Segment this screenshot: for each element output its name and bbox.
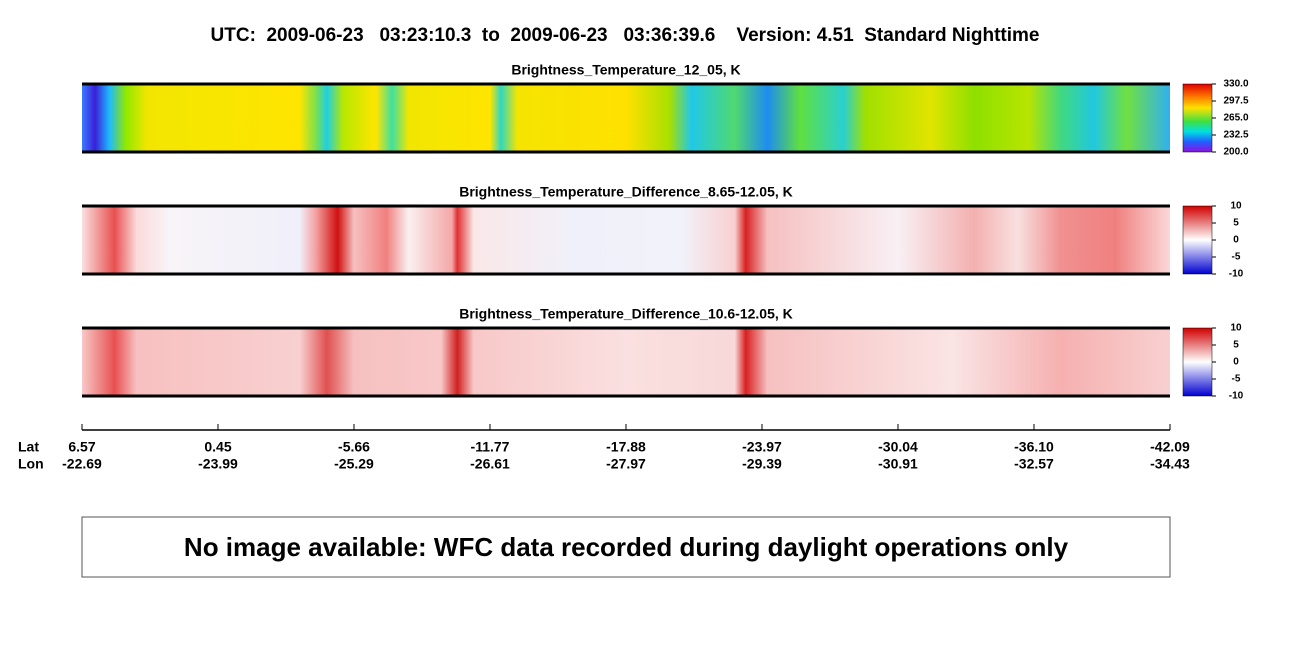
panel: Brightness_Temperature_Difference_8.65-1… <box>82 184 1244 280</box>
panel: Brightness_Temperature_Difference_10.6-1… <box>82 306 1244 402</box>
lat-tick-label: -36.10 <box>1014 439 1054 455</box>
lat-tick-label: 6.57 <box>68 439 95 455</box>
lat-tick-label: 0.45 <box>204 439 231 455</box>
colorbar <box>1182 205 1213 275</box>
message-box <box>81 516 1171 578</box>
colorbar-tick-label: 10 <box>1230 323 1242 334</box>
colorbar-tick-label: 330.0 <box>1223 79 1248 90</box>
lon-tick-label: -27.97 <box>606 456 646 472</box>
colorbar-tick-label: 200.0 <box>1223 147 1248 158</box>
colorbar-tick-label: 265.0 <box>1223 113 1248 124</box>
lon-tick-label: -22.69 <box>62 456 102 472</box>
lat-tick-label: -17.88 <box>606 439 646 455</box>
page-title: UTC: 2009-06-23 03:23:10.3 to 2009-06-23… <box>211 25 1040 46</box>
panel-image <box>82 328 1170 396</box>
message: No image available: WFC data recorded du… <box>184 532 1069 562</box>
panel-title: Brightness_Temperature_12_05, K <box>511 62 740 78</box>
colorbar-tick-label: 5 <box>1233 218 1239 229</box>
lon-tick-label: -30.91 <box>878 456 918 472</box>
lon-label: Lon <box>18 456 44 472</box>
colorbar-tick-label: 232.5 <box>1223 130 1248 141</box>
colorbar-tick-label: 5 <box>1233 340 1239 351</box>
colorbar-tick-label: 0 <box>1233 235 1239 246</box>
lat-tick-label: -5.66 <box>338 439 370 455</box>
lon-tick-label: -29.39 <box>742 456 782 472</box>
lon-tick-label: -32.57 <box>1014 456 1054 472</box>
colorbar <box>1182 83 1213 153</box>
colorbar-tick-label: 10 <box>1230 201 1242 212</box>
panel-image <box>82 84 1170 152</box>
lon-tick-label: -23.99 <box>198 456 238 472</box>
colorbar-tick-label: -10 <box>1229 391 1244 402</box>
lon-tick-label: -34.43 <box>1150 456 1190 472</box>
colorbar-tick-label: -5 <box>1232 374 1241 385</box>
lat-tick-label: -42.09 <box>1150 439 1190 455</box>
panel-title: Brightness_Temperature_Difference_8.65-1… <box>459 184 793 200</box>
lat-tick-label: -11.77 <box>471 439 510 455</box>
colorbar-tick-label: 0 <box>1233 357 1239 368</box>
lat-tick-label: -23.97 <box>742 439 782 455</box>
lon-tick-label: -25.29 <box>334 456 374 472</box>
colorbar-tick-label: -5 <box>1232 252 1241 263</box>
panel-image <box>82 206 1170 274</box>
colorbar <box>1182 327 1213 397</box>
colorbar-tick-label: 297.5 <box>1223 96 1248 107</box>
colorbar-tick-label: -10 <box>1229 269 1244 280</box>
lat-tick-label: -30.04 <box>878 439 918 455</box>
panels: Brightness_Temperature_12_05, K 330.0 297.… <box>82 62 1249 402</box>
lat-label: Lat <box>18 439 39 455</box>
lon-tick-label: -26.61 <box>470 456 510 472</box>
panel-title: Brightness_Temperature_Difference_10.6-1… <box>459 306 793 322</box>
lat-lon-axis: Lat Lon 6.57-22.69 0.45-23.99 -5.66-25.29 -… <box>18 424 1190 472</box>
panel: Brightness_Temperature_12_05, K 330.0 297.… <box>82 62 1249 158</box>
